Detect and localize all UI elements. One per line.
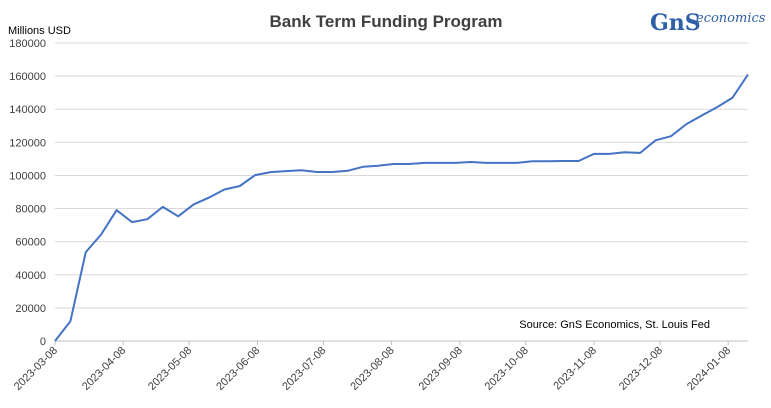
x-tick-9: 2023-12-08 [617,345,665,393]
logo-mark: GnS [650,10,701,36]
y-tick-4: 80000 [15,204,46,216]
source-annotation: Source: GnS Economics, St. Louis Fed [519,319,710,331]
x-tick-4: 2023-07-08 [280,345,328,393]
x-tick-2: 2023-05-08 [146,345,194,393]
y-tick-labels: 0 20000 40000 60000 80000 100000 120000 140000 1… [9,38,46,348]
x-tick-labels: 2023-03-08 2023-04-08 2023-05-08 2023-06-08… [12,341,733,393]
y-axis-label: Millions USD [8,25,71,37]
x-tick-1: 2023-04-08 [80,345,128,393]
y-tick-1: 20000 [15,303,46,315]
y-tick-6: 120000 [9,137,46,149]
x-tick-7: 2023-10-08 [483,345,531,393]
x-tick-3: 2023-06-08 [214,345,262,393]
y-tick-2: 40000 [15,270,46,282]
y-tick-3: 60000 [15,237,46,249]
gns-logo: GnS economics [650,10,766,36]
logo-word: economics [696,11,766,26]
series-line-0 [54,73,749,342]
x-tick-0: 2023-03-08 [12,345,60,393]
series-layer [54,73,749,342]
y-tick-8: 160000 [9,71,46,83]
y-tick-5: 100000 [9,170,46,182]
gridlines [55,42,748,309]
y-tick-7: 140000 [9,104,46,116]
x-tick-6: 2023-09-08 [417,345,465,393]
x-tick-8: 2023-11-08 [551,345,599,393]
x-tick-5: 2023-08-08 [348,345,396,393]
x-tick-10: 2024-01-08 [685,345,733,393]
y-tick-9: 180000 [9,38,46,50]
chart-title: Bank Term Funding Program [270,12,503,31]
y-tick-0: 0 [40,336,46,348]
